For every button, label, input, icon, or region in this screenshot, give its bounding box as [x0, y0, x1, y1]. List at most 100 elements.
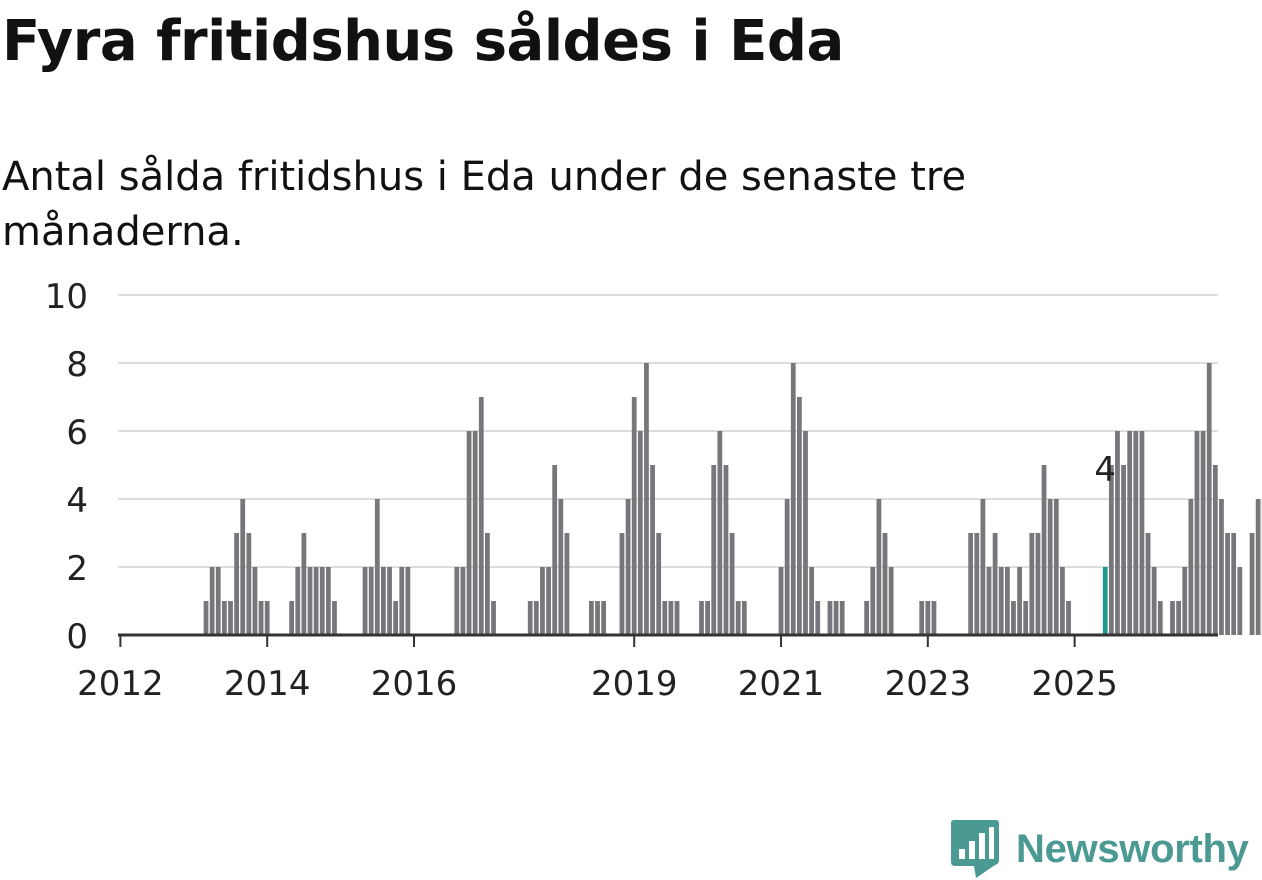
bar — [1060, 567, 1065, 635]
bar — [259, 601, 264, 635]
bar — [632, 397, 637, 635]
bar — [546, 567, 551, 635]
bar — [785, 499, 790, 635]
bar — [705, 601, 710, 635]
highlight-data-label: 4 — [1094, 450, 1116, 490]
bar — [1133, 431, 1138, 635]
bar — [320, 567, 325, 635]
bar — [302, 533, 307, 635]
bar — [265, 601, 270, 635]
bar — [717, 431, 722, 635]
bar — [454, 567, 459, 635]
bar — [1036, 533, 1041, 635]
grid-lines — [118, 295, 1218, 567]
bar — [234, 533, 239, 635]
bar — [883, 533, 888, 635]
bar — [369, 567, 374, 635]
bar — [589, 601, 594, 635]
bar — [1225, 533, 1230, 635]
bar — [864, 601, 869, 635]
bar — [473, 431, 478, 635]
bar — [1048, 499, 1053, 635]
y-tick-label: 4 — [66, 481, 88, 521]
bar — [925, 601, 930, 635]
bar — [638, 431, 643, 635]
bar — [711, 465, 716, 635]
bar — [840, 601, 845, 635]
bar — [240, 499, 245, 635]
bar — [253, 567, 258, 635]
bar — [724, 465, 729, 635]
bar — [1256, 499, 1261, 635]
bar — [834, 601, 839, 635]
bar — [1195, 431, 1200, 635]
bar — [650, 465, 655, 635]
bar — [987, 567, 992, 635]
bar — [1066, 601, 1071, 635]
bar — [540, 567, 545, 635]
bar — [363, 567, 368, 635]
bar — [399, 567, 404, 635]
bar — [644, 363, 649, 635]
bar — [1207, 363, 1212, 635]
bar — [534, 601, 539, 635]
bar — [1176, 601, 1181, 635]
bar — [662, 601, 667, 635]
bar — [1219, 499, 1224, 635]
bar — [1158, 601, 1163, 635]
bar — [601, 601, 606, 635]
x-tick-label: 2016 — [371, 664, 458, 704]
bar — [1017, 567, 1022, 635]
bar — [565, 533, 570, 635]
bar — [216, 567, 221, 635]
bar — [1201, 431, 1206, 635]
bar — [1188, 499, 1193, 635]
bar — [1042, 465, 1047, 635]
brand-name: Newsworthy — [1016, 827, 1249, 872]
y-tick-label: 10 — [45, 277, 88, 317]
bar — [870, 567, 875, 635]
y-tick-label: 0 — [66, 617, 88, 657]
bar — [204, 601, 209, 635]
bar-chart-badge-icon — [950, 818, 1000, 880]
bar — [815, 601, 820, 635]
bar — [1213, 465, 1218, 635]
bar — [999, 567, 1004, 635]
bar — [405, 567, 410, 635]
bar — [656, 533, 661, 635]
bar — [620, 533, 625, 635]
bar — [791, 363, 796, 635]
bar — [877, 499, 882, 635]
y-tick-label: 2 — [66, 549, 88, 589]
bar — [1182, 567, 1187, 635]
x-tick-label: 2019 — [591, 664, 678, 704]
y-tick-label: 6 — [66, 413, 88, 453]
bar — [222, 601, 227, 635]
bar — [669, 601, 674, 635]
bar — [626, 499, 631, 635]
bar — [479, 397, 484, 635]
bar — [932, 601, 937, 635]
bar — [528, 601, 533, 635]
bar — [295, 567, 300, 635]
bar — [308, 567, 313, 635]
bar — [980, 499, 985, 635]
x-tick-label: 2021 — [738, 664, 825, 704]
bar — [1023, 601, 1028, 635]
highlight-bar — [1103, 567, 1108, 635]
bar — [675, 601, 680, 635]
bar — [1029, 533, 1034, 635]
y-tick-label: 8 — [66, 345, 88, 385]
bar — [210, 567, 215, 635]
bar — [797, 397, 802, 635]
bar — [779, 567, 784, 635]
bar — [1011, 601, 1016, 635]
bar — [828, 601, 833, 635]
page-title: Fyra fritidshus såldes i Eda — [2, 10, 844, 74]
bar — [246, 533, 251, 635]
bar — [393, 601, 398, 635]
bar — [326, 567, 331, 635]
bar — [332, 601, 337, 635]
bar — [968, 533, 973, 635]
x-tick-label: 2012 — [77, 664, 164, 704]
